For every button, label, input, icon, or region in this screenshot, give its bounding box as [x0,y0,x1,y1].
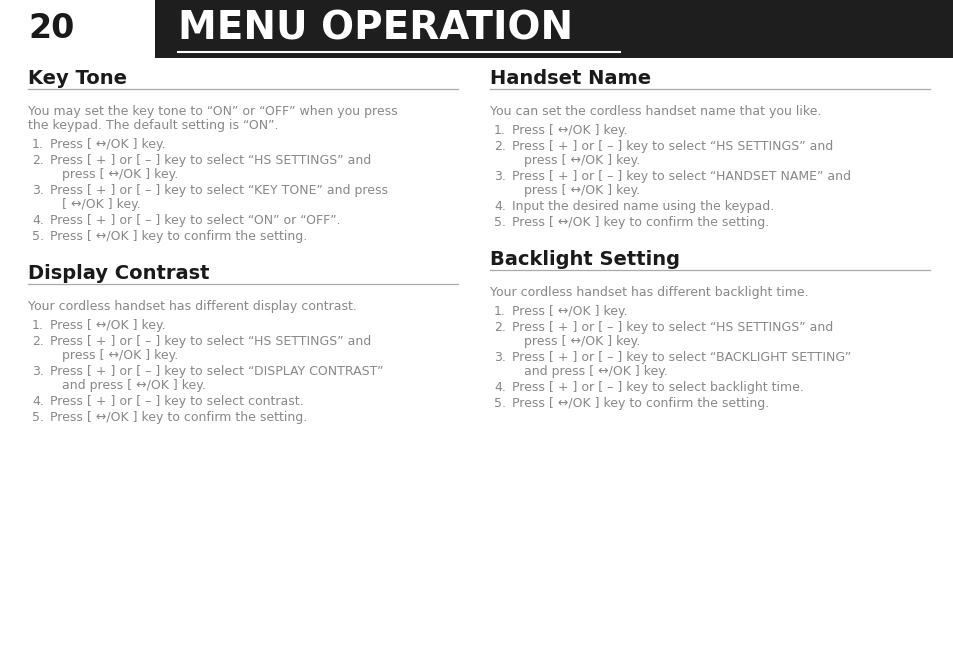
Text: Press [ ↔/OK ] key to confirm the setting.: Press [ ↔/OK ] key to confirm the settin… [50,230,307,243]
Text: Press [ + ] or [ – ] key to select “DISPLAY CONTRAST”: Press [ + ] or [ – ] key to select “DISP… [50,365,383,378]
Text: Press [ + ] or [ – ] key to select backlight time.: Press [ + ] or [ – ] key to select backl… [512,381,803,394]
Text: 1.: 1. [494,305,505,318]
Bar [154,0,953,58]
Text: Press [ + ] or [ – ] key to select “HS SETTINGS” and: Press [ + ] or [ – ] key to select “HS S… [50,154,371,167]
Text: 3.: 3. [494,170,505,183]
Text: Press [ + ] or [ – ] key to select “KEY TONE” and press: Press [ + ] or [ – ] key to select “KEY … [50,184,388,197]
Text: press [ ↔/OK ] key.: press [ ↔/OK ] key. [523,335,639,348]
Text: Press [ ↔/OK ] key to confirm the setting.: Press [ ↔/OK ] key to confirm the settin… [512,397,768,410]
Text: 4.: 4. [32,214,44,227]
Text: 4.: 4. [494,381,505,394]
Text: 2.: 2. [32,154,44,167]
Text: press [ ↔/OK ] key.: press [ ↔/OK ] key. [62,349,178,362]
Text: You may set the key tone to “ON” or “OFF” when you press: You may set the key tone to “ON” or “OFF… [28,105,397,118]
Text: Handset Name: Handset Name [490,69,651,88]
Text: 2.: 2. [494,321,505,334]
Text: Press [ + ] or [ – ] key to select “HANDSET NAME” and: Press [ + ] or [ – ] key to select “HAND… [512,170,850,183]
Text: 20: 20 [28,13,74,45]
Text: 5.: 5. [494,216,505,229]
Text: Press [ + ] or [ – ] key to select “HS SETTINGS” and: Press [ + ] or [ – ] key to select “HS S… [50,335,371,348]
Text: Press [ + ] or [ – ] key to select “ON” or “OFF”.: Press [ + ] or [ – ] key to select “ON” … [50,214,340,227]
Text: 5.: 5. [494,397,505,410]
Text: and press [ ↔/OK ] key.: and press [ ↔/OK ] key. [523,365,667,378]
Text: and press [ ↔/OK ] key.: and press [ ↔/OK ] key. [62,379,206,392]
Text: Your cordless handset has different backlight time.: Your cordless handset has different back… [490,286,808,299]
Text: 5.: 5. [32,230,44,243]
Text: 4.: 4. [494,200,505,213]
Text: 3.: 3. [32,184,44,197]
Text: 4.: 4. [32,395,44,408]
Text: You can set the cordless handset name that you like.: You can set the cordless handset name th… [490,105,821,118]
Text: press [ ↔/OK ] key.: press [ ↔/OK ] key. [62,168,178,181]
Text: 1.: 1. [32,138,44,151]
Text: 1.: 1. [494,124,505,137]
Text: 5.: 5. [32,411,44,424]
Text: Press [ ↔/OK ] key.: Press [ ↔/OK ] key. [50,319,166,332]
Text: press [ ↔/OK ] key.: press [ ↔/OK ] key. [523,154,639,167]
Text: Your cordless handset has different display contrast.: Your cordless handset has different disp… [28,300,356,313]
Text: 1.: 1. [32,319,44,332]
Text: Press [ ↔/OK ] key.: Press [ ↔/OK ] key. [50,138,166,151]
Text: Press [ + ] or [ – ] key to select contrast.: Press [ + ] or [ – ] key to select contr… [50,395,303,408]
Text: [ ↔/OK ] key.: [ ↔/OK ] key. [62,198,141,211]
Text: Press [ ↔/OK ] key.: Press [ ↔/OK ] key. [512,305,627,318]
Text: Backlight Setting: Backlight Setting [490,250,679,269]
Text: Press [ + ] or [ – ] key to select “HS SETTINGS” and: Press [ + ] or [ – ] key to select “HS S… [512,321,832,334]
Text: the keypad. The default setting is “ON”.: the keypad. The default setting is “ON”. [28,119,278,132]
Text: Press [ + ] or [ – ] key to select “HS SETTINGS” and: Press [ + ] or [ – ] key to select “HS S… [512,140,832,153]
Text: 2.: 2. [32,335,44,348]
Text: 2.: 2. [494,140,505,153]
Text: Press [ ↔/OK ] key to confirm the setting.: Press [ ↔/OK ] key to confirm the settin… [50,411,307,424]
Text: MENU OPERATION: MENU OPERATION [178,10,573,48]
Text: Display Contrast: Display Contrast [28,264,210,283]
Text: 3.: 3. [494,351,505,364]
Text: Key Tone: Key Tone [28,69,127,88]
Text: Input the desired name using the keypad.: Input the desired name using the keypad. [512,200,774,213]
Text: press [ ↔/OK ] key.: press [ ↔/OK ] key. [523,184,639,197]
Text: Press [ ↔/OK ] key.: Press [ ↔/OK ] key. [512,124,627,137]
Text: Press [ ↔/OK ] key to confirm the setting.: Press [ ↔/OK ] key to confirm the settin… [512,216,768,229]
Text: Press [ + ] or [ – ] key to select “BACKLIGHT SETTING”: Press [ + ] or [ – ] key to select “BACK… [512,351,850,364]
Text: 3.: 3. [32,365,44,378]
